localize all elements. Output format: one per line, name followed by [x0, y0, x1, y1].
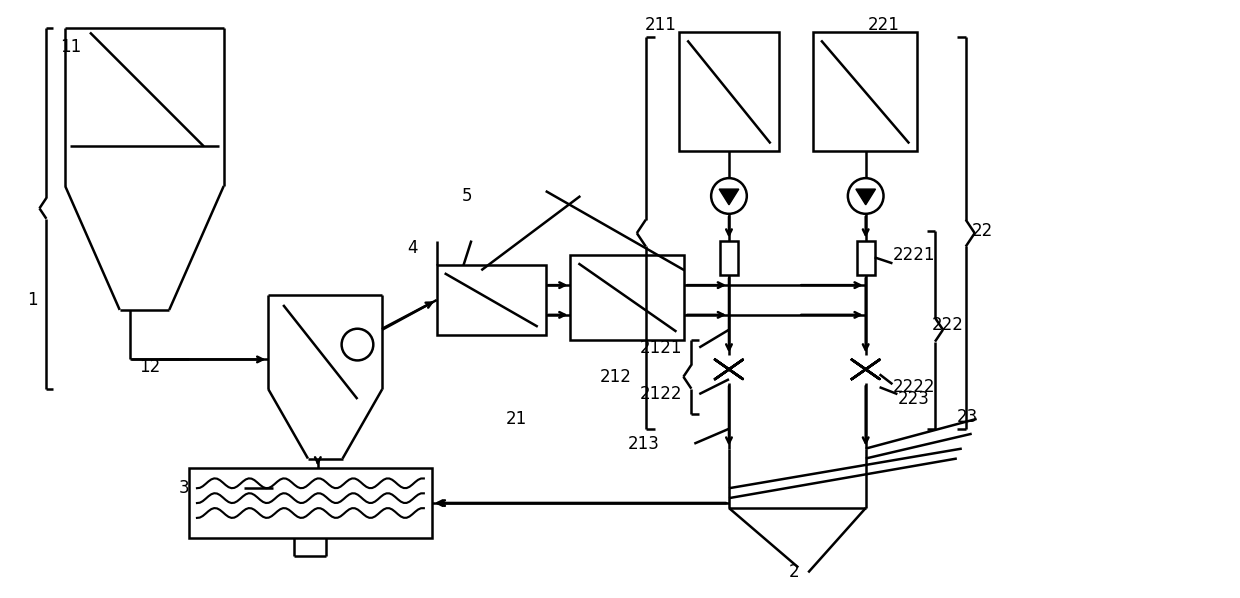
Text: 212: 212	[600, 368, 632, 386]
Text: 222: 222	[932, 316, 963, 334]
Text: 12: 12	[140, 358, 161, 376]
Bar	[436, 266, 546, 335]
Text: 213: 213	[627, 435, 660, 453]
Text: 221: 221	[868, 16, 899, 33]
Text: 1: 1	[27, 291, 38, 309]
Bar	[720, 240, 738, 275]
Polygon shape	[856, 189, 875, 205]
Polygon shape	[715, 370, 743, 379]
Text: 22: 22	[972, 222, 993, 240]
Text: 21: 21	[506, 410, 527, 428]
Text: 3: 3	[179, 479, 190, 497]
Text: 5: 5	[461, 187, 472, 205]
Text: 2122: 2122	[640, 385, 682, 403]
Polygon shape	[852, 370, 879, 379]
Polygon shape	[719, 189, 739, 205]
Text: 4: 4	[407, 239, 418, 258]
Text: 23: 23	[957, 408, 978, 426]
Bar	[188, 468, 432, 538]
Text: 2121: 2121	[640, 338, 682, 356]
Text: 2221: 2221	[893, 246, 935, 264]
Text: 223: 223	[898, 390, 929, 408]
Text: 211: 211	[645, 16, 677, 33]
Bar	[570, 255, 684, 340]
Polygon shape	[852, 359, 879, 370]
Bar	[857, 240, 874, 275]
Text: 2: 2	[789, 563, 799, 581]
Text: 11: 11	[61, 38, 82, 56]
Text: 2222: 2222	[893, 378, 935, 396]
Bar	[680, 32, 779, 151]
Bar	[813, 32, 918, 151]
Polygon shape	[715, 359, 743, 370]
